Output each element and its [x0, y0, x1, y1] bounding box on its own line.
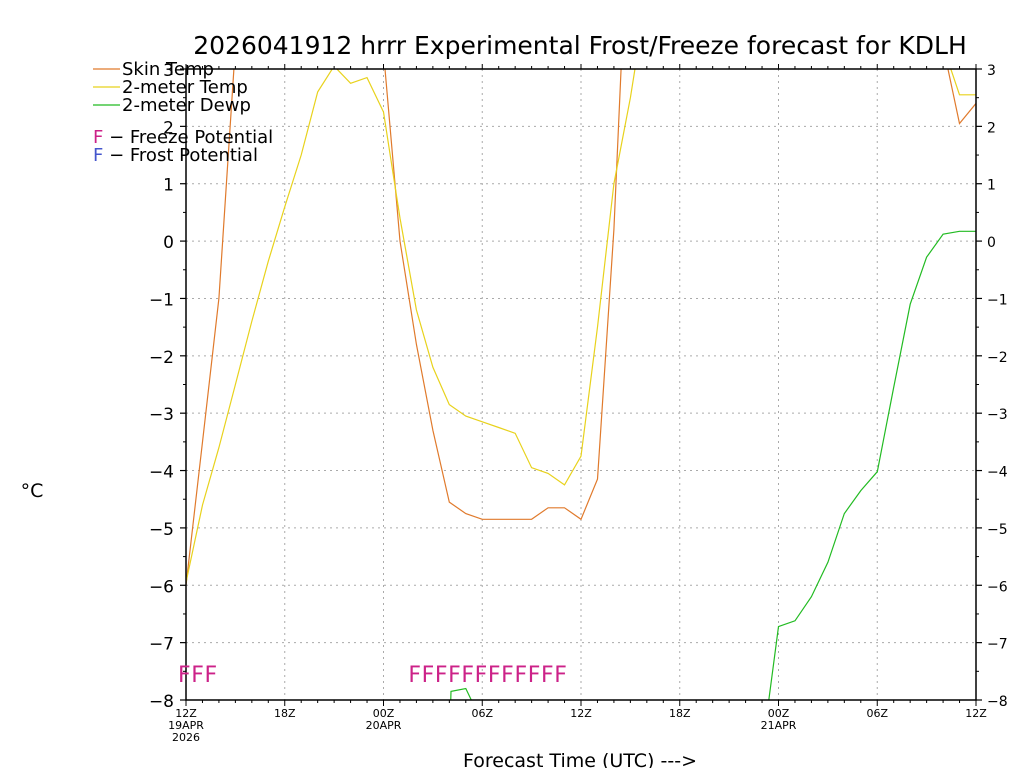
- legend-flag-label: − Frost Potential: [103, 145, 258, 166]
- freeze-flag-group: FFF: [178, 663, 218, 688]
- legend-flag-letter: F: [93, 127, 103, 148]
- x-tick-label: 21APR: [761, 719, 797, 732]
- x-tick-label: 2026: [172, 731, 200, 744]
- y-tick-label-right: −6: [987, 579, 1008, 595]
- y-tick-label-right: −5: [987, 522, 1008, 538]
- legend-flag-entry: F − Freeze Potential: [93, 127, 273, 148]
- y-tick-label-right: 3: [987, 63, 996, 79]
- x-axis-label: Forecast Time (UTC) --->: [463, 750, 697, 768]
- legend-flag-letter: F: [93, 145, 103, 166]
- y-tick-label-right: −2: [987, 350, 1008, 366]
- y-tick-label-right: −8: [987, 694, 1008, 710]
- y-tick-label-left: −8: [149, 692, 174, 712]
- legend-label: 2-meter Temp: [122, 77, 248, 98]
- legend-label: 2-meter Dewp: [122, 95, 251, 116]
- series-line-2-meter-temp: [186, 69, 976, 583]
- y-tick-label-left: −6: [149, 577, 174, 597]
- y-tick-label-left: 0: [163, 233, 174, 253]
- y-tick-label-right: −1: [987, 292, 1008, 308]
- y-tick-label-left: −7: [149, 635, 174, 655]
- legend-label: Skin Temp: [122, 59, 214, 80]
- x-tick-label: 12Z: [570, 707, 592, 720]
- plot-frame: [185, 68, 977, 701]
- y-axis-label: °C: [21, 480, 44, 502]
- y-tick-label-left: −5: [149, 520, 174, 540]
- x-tick-label: 20APR: [366, 719, 402, 732]
- y-axis-ticks: −8 −8 −7 −7 −6 −6 −5 −5 −4 −4 −3 −3 −2 −2 −1 −1 0 0 1 1 2 2 3 3: [149, 61, 1008, 712]
- x-tick-label: 18Z: [669, 707, 691, 720]
- freeze-flag-group: FFFFFFFFFFFF: [408, 663, 567, 688]
- freeze-flags: FFF FFFFFFFFFFFF: [178, 663, 567, 688]
- legend-flag-label: − Freeze Potential: [103, 127, 273, 148]
- y-tick-label-right: 0: [987, 235, 996, 251]
- x-tick-label: 00Z: [373, 707, 395, 720]
- y-tick-label-left: 3: [163, 61, 174, 81]
- y-tick-label-right: 1: [987, 178, 996, 194]
- x-tick-label: 18Z: [274, 707, 296, 720]
- y-tick-label-right: −4: [987, 465, 1008, 481]
- chart-title: 2026041912 hrrr Experimental Frost/Freez…: [193, 31, 967, 60]
- y-tick-label-left: −1: [149, 290, 174, 310]
- y-tick-label-right: 2: [987, 120, 996, 136]
- x-tick-label: 06Z: [471, 707, 493, 720]
- series-line-2-meter-dewp: [450, 230, 976, 700]
- x-tick-label: 19APR: [168, 719, 204, 732]
- x-tick-label: 12Z: [965, 707, 987, 720]
- y-tick-label-right: −3: [987, 407, 1008, 423]
- series-layer: [186, 69, 976, 700]
- y-tick-label-left: −3: [149, 405, 174, 425]
- x-tick-label: 00Z: [768, 707, 790, 720]
- x-tick-label: 12Z: [175, 707, 197, 720]
- x-tick-label: 06Z: [866, 707, 888, 720]
- y-tick-label-left: 1: [163, 176, 174, 196]
- y-tick-label-left: 2: [163, 118, 174, 138]
- y-tick-label-left: −2: [149, 348, 174, 368]
- legend-flag-entry: F − Frost Potential: [93, 145, 258, 166]
- y-tick-label-left: −4: [149, 463, 174, 483]
- gridlines: [186, 69, 976, 700]
- y-tick-label-right: −7: [987, 637, 1008, 653]
